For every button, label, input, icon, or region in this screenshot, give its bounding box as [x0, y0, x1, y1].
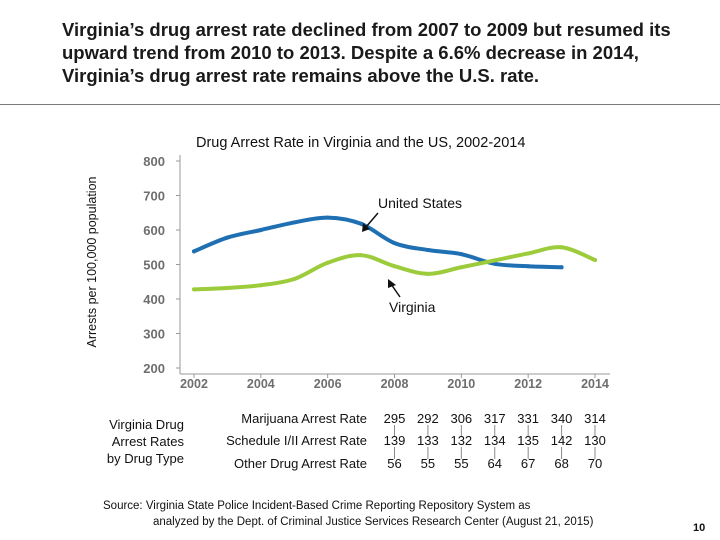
x-tick-label: 2002: [180, 377, 208, 391]
table-cell: 340: [550, 411, 573, 426]
table-cell: 135: [517, 433, 539, 448]
data-point-united-states: [258, 228, 263, 232]
table-cell: 317: [483, 411, 506, 426]
data-point-united-states: [526, 264, 531, 269]
table-group-label: Virginia Drug Arrest Rates by Drug Type: [106, 417, 184, 466]
data-point-united-states: [459, 252, 464, 257]
y-tick-label: 600: [143, 223, 165, 238]
data-point-united-states: [359, 221, 364, 226]
data-point-virginia: [359, 253, 364, 258]
data-point-virginia: [593, 258, 597, 263]
table-cell: 139: [383, 433, 406, 448]
page-number: 10: [693, 522, 706, 534]
data-point-virginia: [225, 285, 230, 290]
table-cell: 292: [417, 411, 439, 426]
data-point-virginia: [559, 245, 564, 250]
table-cell: 295: [383, 411, 406, 426]
x-tick-label: 2012: [514, 377, 542, 391]
y-tick-label: 200: [143, 361, 165, 376]
data-point-virginia: [425, 271, 430, 276]
source-line-2: analyzed by the Dept. of Criminal Justic…: [153, 516, 594, 528]
arrowhead-va: [388, 279, 396, 288]
table-row-label: Marijuana Arrest Rate: [241, 411, 367, 426]
annotation-united-states: United States: [378, 195, 462, 211]
table-cell: 142: [550, 433, 573, 448]
table-cell: 70: [587, 456, 603, 471]
table-cell: 56: [387, 456, 402, 471]
data-point-virginia: [292, 276, 297, 281]
table-row-label: Other Drug Arrest Rate: [234, 456, 367, 471]
annotation-virginia: Virginia: [389, 299, 436, 315]
x-tick-label: 2014: [581, 377, 609, 391]
data-point-united-states: [425, 248, 430, 253]
table-cell: 68: [554, 456, 569, 471]
data-point-united-states: [559, 265, 564, 270]
data-point-virginia: [258, 283, 263, 288]
table-row-label: Schedule I/II Arrest Rate: [226, 433, 367, 448]
table-cell: 306: [450, 411, 473, 426]
y-tick-label: 700: [143, 189, 165, 204]
table-cell: 132: [450, 433, 473, 448]
table-cell: 314: [584, 411, 606, 426]
divider: [0, 104, 720, 105]
data-point-virginia: [526, 251, 531, 256]
x-tick-label: 2010: [447, 377, 475, 391]
data-point-virginia: [392, 264, 397, 269]
data-point-united-states: [192, 249, 196, 254]
data-point-virginia: [459, 265, 464, 270]
table-cell: 130: [584, 433, 606, 448]
arrowhead-us: [362, 223, 370, 232]
y-tick-label: 400: [143, 292, 165, 307]
table-cell: 55: [420, 456, 436, 471]
table-cell: 55: [454, 456, 469, 471]
data-point-virginia: [492, 258, 497, 263]
data-point-united-states: [325, 215, 330, 220]
data-point-united-states: [225, 235, 230, 240]
y-tick-label: 500: [143, 258, 165, 273]
series-line-united-states: [192, 215, 564, 270]
table-cell: 67: [520, 456, 536, 471]
data-point-united-states: [292, 220, 297, 225]
data-point-virginia: [325, 260, 330, 265]
x-tick-label: 2008: [381, 377, 409, 391]
headline: Virginia’s drug arrest rate declined fro…: [62, 19, 671, 86]
x-tick-label: 2006: [314, 377, 342, 391]
source-line-1: Source: Virginia State Police Incident-B…: [103, 500, 531, 512]
source-note: Source: Virginia State Police Incident-B…: [103, 498, 663, 530]
data-point-virginia: [192, 287, 196, 292]
table-cell: 134: [483, 433, 506, 448]
x-tick-label: 2004: [247, 377, 275, 391]
annotation-arrow-us: [365, 212, 379, 228]
y-tick-label: 300: [143, 327, 165, 342]
table-cell: 331: [517, 411, 539, 426]
data-point-united-states: [392, 241, 397, 246]
y-tick-label: 800: [143, 154, 165, 169]
table-cell: 64: [487, 456, 502, 471]
table-cell: 133: [417, 433, 439, 448]
data-point-united-states: [492, 261, 497, 266]
chart-title: Drug Arrest Rate in Virginia and the US,…: [196, 135, 526, 151]
